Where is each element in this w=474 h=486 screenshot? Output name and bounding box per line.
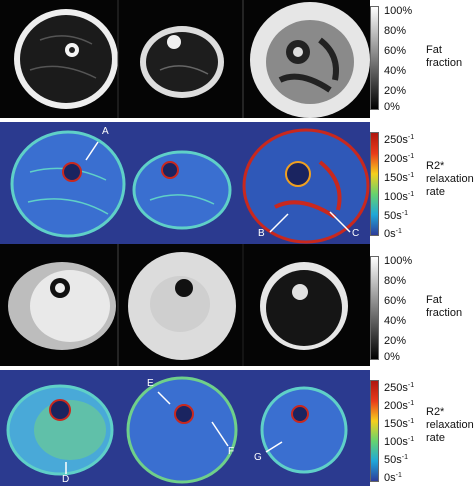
tick: 250s-1 — [384, 382, 415, 394]
marker-e: E — [147, 378, 154, 389]
fat-colorbar-2 — [370, 256, 379, 360]
tick: 100% — [384, 255, 413, 267]
marker-g: G — [254, 452, 262, 463]
marker-a: A — [102, 126, 109, 137]
r2-colorbar-2 — [370, 380, 379, 482]
tick: 150s-1 — [384, 172, 415, 184]
marker-b: B — [258, 228, 265, 239]
tick: 0% — [384, 101, 400, 113]
tick: 0s-1 — [384, 228, 402, 240]
tick: 0s-1 — [384, 472, 402, 484]
tick: 200s-1 — [384, 153, 415, 165]
fat-label-2: Fat fraction — [426, 294, 463, 319]
tick: 80% — [384, 25, 407, 37]
r2-label-1: R2* relaxation rate — [426, 160, 474, 198]
marker-d: D — [62, 474, 70, 485]
tick: 40% — [384, 315, 407, 327]
tick: 0% — [384, 351, 400, 363]
r2-map-row-2: D E F G — [0, 370, 370, 486]
fat-colorbar-1 — [370, 6, 379, 110]
fat-label-1: Fat fraction — [426, 44, 463, 69]
fat-fraction-row-2 — [0, 244, 370, 366]
tick: 50s-1 — [384, 454, 408, 466]
tick: 20% — [384, 85, 407, 97]
fat-fraction-row-1 — [0, 0, 370, 118]
tick: 200s-1 — [384, 400, 415, 412]
tick: 50s-1 — [384, 210, 408, 222]
tick: 80% — [384, 275, 407, 287]
marker-c: C — [352, 228, 360, 239]
tick: 150s-1 — [384, 418, 415, 430]
marker-f: F — [228, 446, 235, 457]
r2-label-2: R2* relaxation rate — [426, 406, 474, 444]
tick: 60% — [384, 295, 407, 307]
tick: 20% — [384, 335, 407, 347]
tick: 250s-1 — [384, 134, 415, 146]
r2-map-row-1: A B C — [0, 122, 370, 244]
r2-colorbar-1 — [370, 132, 379, 236]
tick: 40% — [384, 65, 407, 77]
tick: 60% — [384, 45, 407, 57]
tick: 100% — [384, 5, 413, 17]
tick: 100s-1 — [384, 436, 415, 448]
tick: 100s-1 — [384, 191, 415, 203]
